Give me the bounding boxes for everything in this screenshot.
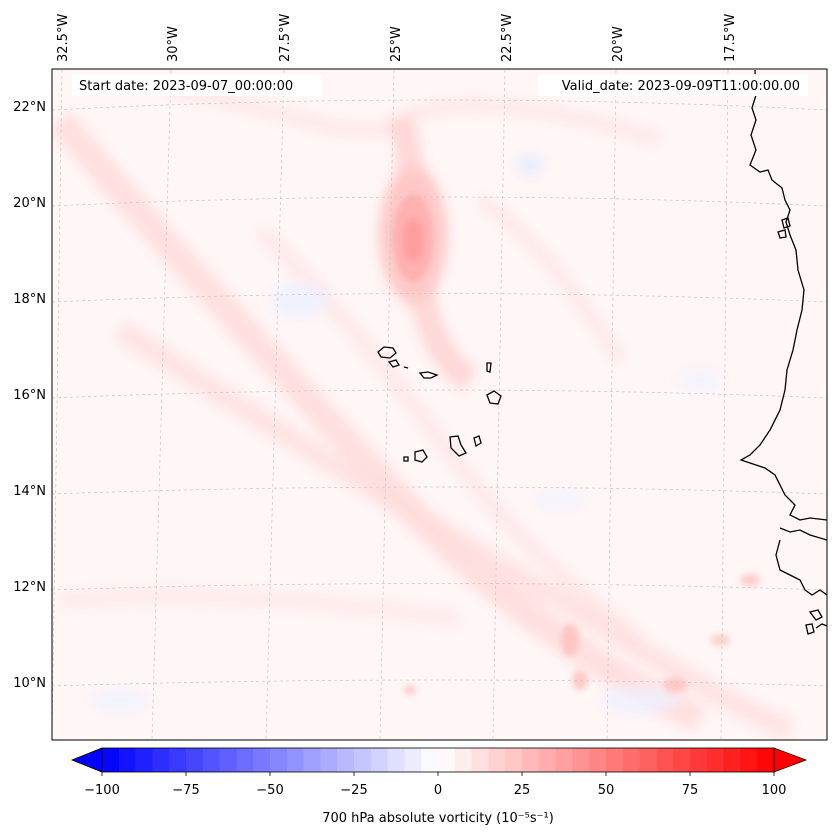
african-coastline — [739, 69, 827, 635]
colorbar-right-extend — [773, 747, 808, 773]
colorbar-segment — [354, 748, 372, 772]
colorbar-tick-50: 50 — [598, 783, 615, 798]
colorbar-segment — [690, 748, 708, 772]
colorbar-segment — [471, 748, 489, 772]
colorbar-tick-100: 100 — [762, 783, 787, 798]
map-panel — [52, 69, 827, 740]
lat-label-22n: 22°N — [13, 100, 46, 115]
lat-label-16n: 16°N — [13, 388, 46, 403]
colorbar-segment — [186, 748, 204, 772]
colorbar-segment — [555, 748, 573, 772]
colorbar-segment — [219, 748, 237, 772]
island-fogo — [414, 449, 428, 463]
colorbar-segment — [404, 748, 422, 772]
colorbar-segment — [656, 748, 674, 772]
colorbar-segment — [286, 748, 305, 772]
colorbar-segment — [320, 748, 338, 772]
positive-blobs — [404, 574, 760, 695]
colorbar-segment — [152, 748, 170, 772]
island-boa-vista — [486, 390, 502, 405]
colorbar-segment — [706, 748, 725, 772]
island-brava — [403, 456, 409, 462]
island-sal — [486, 362, 492, 373]
colorbar-segment — [622, 748, 641, 772]
colorbar-segment — [454, 748, 473, 772]
lon-label-22-5w: 22.5°W — [500, 14, 515, 62]
valid-date-label: Valid_date: 2023-09-09T11:00:00.00 — [562, 79, 800, 94]
lat-label-10n: 10°N — [13, 676, 46, 691]
map-frame — [51, 68, 828, 741]
negative-patches — [90, 155, 722, 714]
colorbar-segment — [118, 748, 137, 772]
colorbar-segment — [370, 748, 389, 772]
latitude-labels: 22°N 20°N 18°N 16°N 14°N 12°N 10°N — [13, 100, 46, 691]
valid-date-bg — [538, 74, 808, 96]
colorbar-segment — [337, 748, 355, 772]
colorbar-segment — [438, 748, 456, 772]
vortex-core — [379, 167, 447, 303]
colorbar-segment — [589, 748, 607, 772]
lon-label-27-5w: 27.5°W — [278, 14, 293, 62]
lon-label-32-5w: 32.5°W — [56, 14, 71, 62]
colorbar-segment — [135, 748, 153, 772]
lat-label-14n: 14°N — [13, 484, 46, 499]
colorbar-segment — [639, 748, 657, 772]
colorbar-segment — [740, 748, 758, 772]
colorbar-tick-n50: −50 — [256, 783, 283, 798]
colorbar-segment — [505, 748, 523, 772]
colorbar-segment — [488, 748, 506, 772]
colorbar-tick-n75: −75 — [172, 783, 199, 798]
colorbar-segment — [673, 748, 691, 772]
colorbar-segments — [102, 748, 775, 772]
colorbar-segment — [303, 748, 321, 772]
lon-label-20w: 20°W — [611, 26, 626, 62]
map-background — [52, 69, 827, 740]
colorbar-tick-25: 25 — [514, 783, 531, 798]
colorbar-segment — [102, 748, 120, 772]
colorbar-tick-0: 0 — [434, 783, 442, 798]
colorbar-segment — [253, 748, 271, 772]
colorbar-segment — [572, 748, 590, 772]
colorbar-segment — [169, 748, 187, 772]
start-date-bg — [72, 74, 322, 96]
colorbar-segment — [202, 748, 221, 772]
lat-label-20n: 20°N — [13, 196, 46, 211]
island-sao-vicente — [387, 359, 400, 368]
lon-label-25w: 25°W — [389, 26, 404, 62]
colorbar-tick-n100: −100 — [84, 783, 120, 798]
colorbar-segment — [723, 748, 741, 772]
colorbar-segment — [270, 748, 288, 772]
cabo-verde-islands — [377, 346, 502, 463]
island-sao-nicolau — [418, 371, 439, 379]
start-date-label: Start date: 2023-09-07_00:00:00 — [79, 79, 293, 94]
colorbar-segment — [606, 748, 624, 772]
lon-label-17-5w: 17.5°W — [723, 14, 738, 62]
island-santa-luzia — [403, 366, 409, 369]
colorbar-segment — [421, 748, 439, 772]
island-santiago — [449, 435, 467, 457]
island-santo-antao — [377, 346, 397, 359]
gridlines — [52, 69, 827, 740]
vorticity-field — [52, 83, 795, 740]
colorbar-segment — [522, 748, 540, 772]
lon-label-30w: 30°W — [166, 26, 181, 62]
colorbar-label: 700 hPa absolute vorticity (10⁻⁵s⁻¹) — [322, 811, 554, 826]
colorbar-tick-75: 75 — [682, 783, 699, 798]
colorbar-segment — [387, 748, 405, 772]
lat-label-18n: 18°N — [13, 292, 46, 307]
colorbar-left-extend — [70, 747, 103, 773]
colorbar-segment — [236, 748, 254, 772]
island-maio — [473, 435, 482, 448]
colorbar: −100 −75 −50 −25 0 25 50 75 100 700 hPa … — [70, 747, 808, 826]
colorbar-tick-n25: −25 — [340, 783, 367, 798]
colorbar-ticks — [101, 772, 775, 776]
colorbar-segment — [538, 748, 557, 772]
longitude-labels: 32.5°W 30°W 27.5°W 25°W 22.5°W 20°W 17.5… — [56, 14, 738, 62]
colorbar-segment — [757, 748, 775, 772]
lat-label-12n: 12°N — [13, 580, 46, 595]
